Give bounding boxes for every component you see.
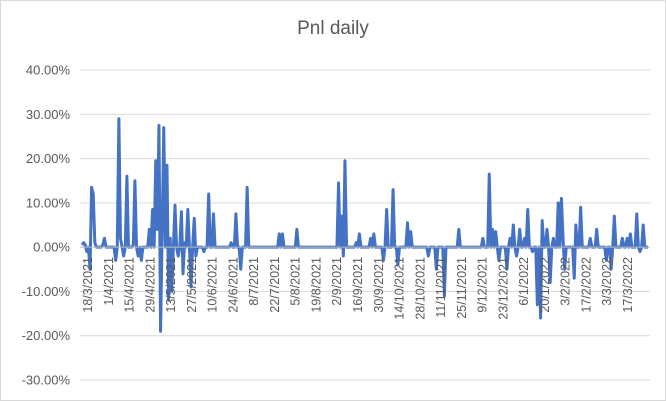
x-tick-label: 18/3/2021	[81, 257, 95, 313]
x-tick-label: 24/6/2021	[226, 257, 240, 313]
x-tick-label: 27/5/2021	[185, 257, 199, 313]
x-tick-label: 25/11/2021	[455, 257, 469, 319]
x-tick-label: 17/3/2022	[621, 257, 635, 313]
x-tick-label: 1/4/2021	[102, 257, 116, 306]
y-tick-label: 20.00%	[26, 151, 71, 166]
x-tick-label: 8/7/2021	[247, 257, 261, 306]
x-tick-label: 16/9/2021	[351, 257, 365, 313]
x-tick-label: 17/2/2022	[579, 257, 593, 313]
x-tick-label: 20/1/2022	[538, 257, 552, 313]
x-tick-label: 13/5/2021	[164, 257, 178, 313]
chart-title: Pnl daily	[297, 18, 369, 39]
x-tick-label: 3/3/2022	[600, 257, 614, 306]
x-tick-label: 3/2/2022	[559, 257, 573, 306]
x-tick-label: 28/10/2021	[413, 257, 427, 320]
y-tick-label: 40.00%	[26, 63, 71, 78]
x-tick-label: 14/10/2021	[393, 257, 407, 320]
x-tick-label: 9/12/2021	[476, 257, 490, 313]
y-axis: 40.00% 30.00% 20.00% 10.00% 0.00% -10.00% -20.…	[22, 63, 71, 388]
y-tick-label: 30.00%	[26, 107, 71, 122]
x-tick-label: 22/7/2021	[268, 257, 282, 313]
x-tick-label: 2/9/2021	[330, 257, 344, 306]
y-tick-label: -30.00%	[22, 373, 71, 388]
x-tick-label: 10/6/2021	[206, 257, 220, 313]
x-tick-label: 30/9/2021	[372, 257, 386, 313]
y-tick-label: -20.00%	[22, 328, 71, 343]
x-tick-label: 5/8/2021	[289, 257, 303, 306]
y-tick-label: 10.00%	[26, 195, 71, 210]
x-tick-label: 6/1/2022	[517, 257, 531, 306]
x-tick-labels: 18/3/2021 1/4/2021 15/4/2021 29/4/2021 13/5/…	[81, 257, 635, 320]
y-tick-label: -10.00%	[22, 284, 71, 299]
y-tick-label: 0.00%	[33, 240, 70, 255]
x-tick-label: 15/4/2021	[123, 257, 137, 313]
x-tick-label: 29/4/2021	[143, 257, 157, 313]
x-tick-label: 11/11/2021	[434, 257, 448, 318]
x-tick-label: 23/12/2021	[496, 257, 510, 320]
x-tick-label: 19/8/2021	[309, 257, 323, 313]
